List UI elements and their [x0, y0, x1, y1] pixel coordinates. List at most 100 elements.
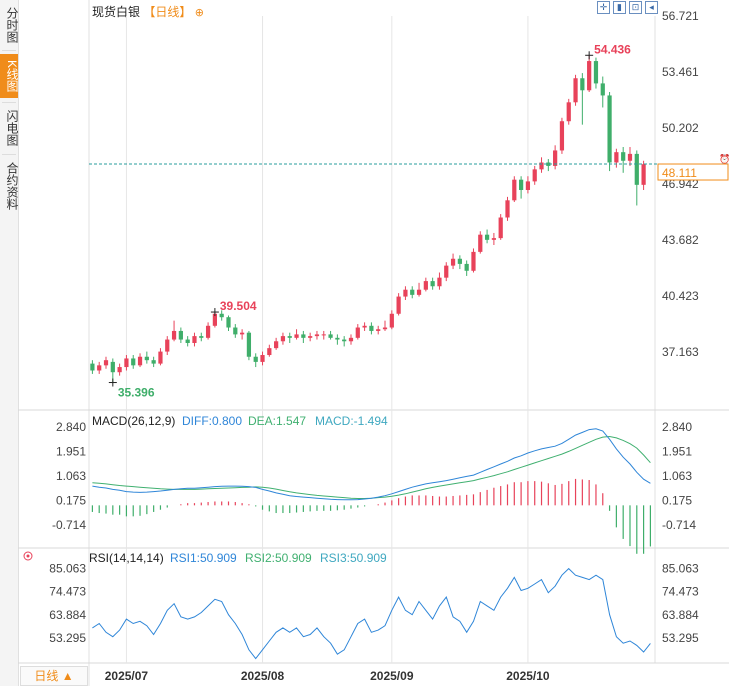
- prev-icon[interactable]: ◂: [645, 1, 658, 14]
- candle-body: [410, 289, 415, 295]
- candle-body: [219, 313, 224, 318]
- macd-label: MACD(26,12,9): [92, 414, 175, 428]
- candle-body: [607, 95, 612, 163]
- candle-body: [199, 336, 204, 338]
- rsi-settings-icon-dot: [26, 554, 30, 558]
- candle-body: [301, 334, 306, 338]
- rsi3-value-label: RSI3:50.909: [320, 551, 387, 565]
- candle-body: [110, 361, 115, 373]
- candle-body: [294, 334, 299, 338]
- candle-body: [137, 356, 143, 366]
- tab-flash[interactable]: 闪电图: [5, 110, 19, 146]
- candle-body: [117, 367, 122, 373]
- tab-separator: [2, 154, 16, 155]
- add-indicator-icon[interactable]: ⊕: [194, 7, 204, 19]
- candle-body: [437, 277, 442, 287]
- candle-body: [627, 153, 633, 161]
- price-tick-label: 46.942: [662, 177, 699, 191]
- diff-line: [92, 428, 651, 501]
- rsi-line: [92, 567, 651, 660]
- last-price-label: 48.111: [662, 166, 697, 180]
- candle-body: [240, 332, 245, 335]
- candle-body: [382, 327, 388, 330]
- candle-body: [369, 325, 374, 331]
- candle-body: [321, 334, 326, 336]
- last-price-box: [657, 163, 729, 181]
- candle-body: [260, 355, 265, 362]
- rsi2-value-label: RSI2:50.909: [245, 551, 312, 565]
- symbol-name: 现货白银: [92, 5, 141, 19]
- candle-body: [158, 351, 163, 364]
- tab-separator: [2, 50, 16, 51]
- candle-body: [226, 317, 231, 328]
- price-tick-label: 50.202: [662, 121, 699, 135]
- period-selector[interactable]: 日线 ▲: [20, 666, 88, 686]
- candle-body: [335, 337, 340, 340]
- candle-body: [498, 217, 503, 239]
- candle-body: [546, 162, 551, 166]
- candle-body: [165, 339, 170, 352]
- candle-body: [559, 121, 565, 151]
- candle-body: [464, 263, 469, 271]
- candle-body: [450, 258, 456, 266]
- rsi-tick-label: 74.473: [662, 585, 699, 599]
- rsi-tick-label-left: 85.063: [49, 561, 86, 575]
- candle-body: [328, 334, 333, 338]
- diff-value-label: DIFF:0.800: [182, 414, 242, 428]
- macd-tick-label: -0.714: [662, 518, 696, 532]
- macd-tick-label: 1.063: [662, 469, 692, 483]
- candle-body: [233, 327, 238, 335]
- tab-contract-info[interactable]: 合约资料: [5, 162, 19, 210]
- chart-type-icon[interactable]: ▮: [613, 1, 626, 14]
- macd-tick-label-left: 0.175: [56, 494, 86, 508]
- alert-icon: ⏰: [719, 153, 729, 164]
- candle-body: [212, 313, 217, 326]
- tab-kline[interactable]: K线图: [0, 54, 19, 98]
- rsi1-value-label: RSI1:50.909: [170, 551, 237, 565]
- price-tick-label: 43.682: [662, 233, 699, 247]
- candle-body: [614, 152, 619, 163]
- macd-tick-label: 0.175: [662, 494, 692, 508]
- price-tick-label: 56.721: [662, 9, 699, 23]
- x-axis-label: 2025/08: [241, 669, 285, 683]
- dea-value-label: DEA:1.547: [248, 414, 306, 428]
- candle-body: [532, 169, 537, 182]
- x-axis-label: 2025/09: [370, 669, 414, 683]
- candle-body: [491, 238, 496, 240]
- candle-body: [566, 102, 571, 122]
- candle-body: [205, 325, 211, 338]
- candle-body: [178, 330, 183, 340]
- candle-body: [124, 358, 129, 368]
- candle-body: [525, 181, 531, 190]
- candle-body: [634, 153, 639, 185]
- candle-body: [416, 289, 422, 295]
- candle-body: [103, 360, 109, 366]
- sidebar: 分时图 K线图 闪电图 合约资料: [0, 0, 19, 686]
- macd-tick-label: 1.951: [662, 445, 692, 459]
- tab-timeshare[interactable]: 分时图: [5, 7, 19, 43]
- rsi-tick-label-left: 53.295: [49, 631, 86, 645]
- candle-body: [587, 61, 592, 91]
- price-tick-label: 37.163: [662, 345, 699, 359]
- macd-tick-label: 2.840: [662, 420, 692, 434]
- candle-body: [144, 356, 149, 361]
- candle-body: [314, 334, 320, 337]
- fullscreen-icon[interactable]: ⊡: [629, 1, 642, 14]
- candle-body: [246, 332, 252, 357]
- candle-body: [192, 336, 197, 343]
- price-tick-label: 53.461: [662, 65, 699, 79]
- candle-body: [253, 356, 258, 362]
- candle-body: [457, 258, 462, 264]
- candle-body: [430, 281, 435, 287]
- candle-body: [519, 179, 524, 190]
- candle-body: [600, 83, 605, 96]
- candle-body: [97, 365, 102, 371]
- macd-tick-label-left: 1.951: [56, 445, 86, 459]
- rsi-settings-icon: [23, 551, 33, 561]
- crosshair-icon[interactable]: ✛: [597, 1, 610, 14]
- candle-body: [376, 329, 381, 331]
- candle-body: [641, 164, 646, 185]
- candle-body: [274, 341, 279, 349]
- candle-body: [573, 78, 578, 103]
